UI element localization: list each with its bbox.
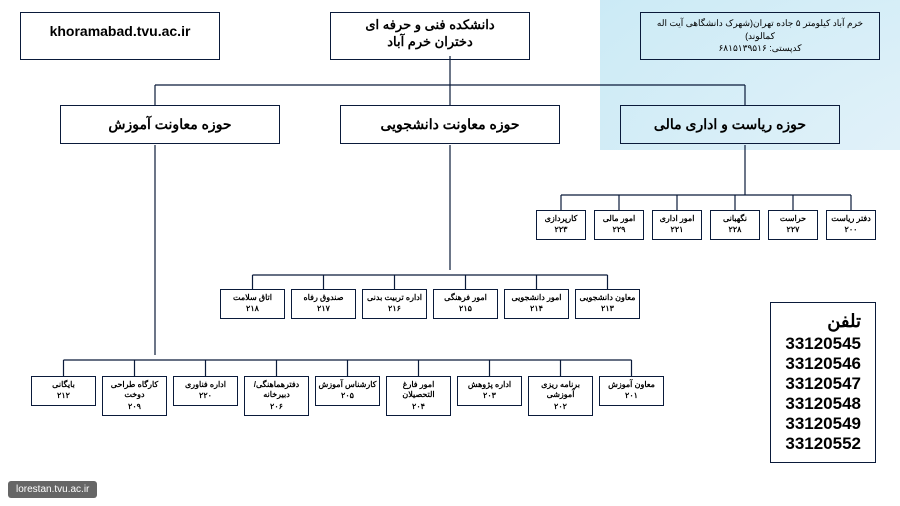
edu-box: کارگاه طراحی دوخت۲۰۹ bbox=[102, 376, 167, 416]
box-label: حراست bbox=[771, 214, 815, 224]
url-text: khoramabad.tvu.ac.ir bbox=[50, 23, 191, 39]
fin-box: نگهبانی۲۲۸ bbox=[710, 210, 760, 240]
phone-number: 33120546 bbox=[785, 354, 861, 374]
url-box: khoramabad.tvu.ac.ir bbox=[20, 12, 220, 60]
box-label: معاون آموزش bbox=[602, 380, 661, 390]
box-ext: ۲۰۶ bbox=[247, 402, 306, 412]
box-label: اتاق سلامت bbox=[223, 293, 282, 303]
box-label: دفتر ریاست bbox=[829, 214, 873, 224]
phone-header: تلفن bbox=[785, 311, 861, 332]
phone-box: تلفن 33120545331205463312054733120548331… bbox=[770, 302, 876, 463]
box-label: کارپردازی bbox=[539, 214, 583, 224]
edu-box: اداره فناوری۲۲۰ bbox=[173, 376, 238, 406]
box-ext: ۲۱۸ bbox=[223, 304, 282, 314]
stu-box: معاون دانشجویی۲۱۳ bbox=[575, 289, 640, 319]
phone-number: 33120545 bbox=[785, 334, 861, 354]
edu-box: دفترهماهنگی/دبیرخانه۲۰۶ bbox=[244, 376, 309, 416]
stu-box: اداره تربیت بدنی۲۱۶ bbox=[362, 289, 427, 319]
box-label: بایگانی bbox=[34, 380, 93, 390]
fin-box: دفتر ریاست۲۰۰ bbox=[826, 210, 876, 240]
box-label: امور فارغ التحصیلان bbox=[389, 380, 448, 401]
box-label: امور فرهنگی bbox=[436, 293, 495, 303]
box-ext: ۲۲۰ bbox=[176, 391, 235, 401]
box-ext: ۲۱۶ bbox=[365, 304, 424, 314]
box-label: معاون دانشجویی bbox=[578, 293, 637, 303]
phone-list: 3312054533120546331205473312054833120549… bbox=[785, 334, 861, 454]
org-title-l2: دختران خرم آباد bbox=[341, 34, 519, 51]
box-label: دفترهماهنگی/دبیرخانه bbox=[247, 380, 306, 401]
box-ext: ۲۰۲ bbox=[531, 402, 590, 412]
departments-row: حوزه ریاست و اداری مالی حوزه معاونت دانش… bbox=[0, 105, 900, 144]
phone-number: 33120552 bbox=[785, 434, 861, 454]
box-ext: ۲۰۳ bbox=[460, 391, 519, 401]
box-label: امور مالی bbox=[597, 214, 641, 224]
phone-number: 33120549 bbox=[785, 414, 861, 434]
dept-financial: حوزه ریاست و اداری مالی bbox=[620, 105, 840, 144]
org-title-l1: دانشکده فنی و حرفه ای bbox=[341, 17, 519, 34]
box-ext: ۲۰۴ bbox=[389, 402, 448, 412]
box-ext: ۲۱۵ bbox=[436, 304, 495, 314]
edu-box: بایگانی۲۱۲ bbox=[31, 376, 96, 406]
box-ext: ۲۲۹ bbox=[597, 225, 641, 235]
stu-box: امور فرهنگی۲۱۵ bbox=[433, 289, 498, 319]
address-box: خرم آباد کیلومتر ۵ جاده تهران(شهرک دانشگ… bbox=[640, 12, 880, 60]
edu-box: اداره پژوهش۲۰۳ bbox=[457, 376, 522, 406]
box-ext: ۲۰۹ bbox=[105, 402, 164, 412]
dept-education: حوزه معاونت آموزش bbox=[60, 105, 280, 144]
dept-student: حوزه معاونت دانشجویی bbox=[340, 105, 560, 144]
box-ext: ۲۰۰ bbox=[829, 225, 873, 235]
box-ext: ۲۰۵ bbox=[318, 391, 377, 401]
org-title-box: دانشکده فنی و حرفه ای دختران خرم آباد bbox=[330, 12, 530, 60]
fin-box: کارپردازی۲۲۳ bbox=[536, 210, 586, 240]
box-label: امور دانشجویی bbox=[507, 293, 566, 303]
box-ext: ۲۱۲ bbox=[34, 391, 93, 401]
address-line1: خرم آباد کیلومتر ۵ جاده تهران(شهرک دانشگ… bbox=[651, 17, 869, 42]
box-ext: ۲۲۱ bbox=[655, 225, 699, 235]
box-label: کارگاه طراحی دوخت bbox=[105, 380, 164, 401]
box-label: امور اداری bbox=[655, 214, 699, 224]
address-line2: کدپستی: ۶۸۱۵۱۳۹۵۱۶ bbox=[651, 42, 869, 55]
box-label: صندوق رفاه bbox=[294, 293, 353, 303]
box-label: نگهبانی bbox=[713, 214, 757, 224]
phone-number: 33120548 bbox=[785, 394, 861, 414]
watermark: lorestan.tvu.ac.ir bbox=[8, 481, 97, 498]
edu-box: کارشناس آموزش۲۰۵ bbox=[315, 376, 380, 406]
box-label: اداره فناوری bbox=[176, 380, 235, 390]
box-ext: ۲۱۷ bbox=[294, 304, 353, 314]
box-label: اداره پژوهش bbox=[460, 380, 519, 390]
edu-box: معاون آموزش۲۰۱ bbox=[599, 376, 664, 406]
box-label: برنامه ریزی آموزشی bbox=[531, 380, 590, 401]
stu-box: صندوق رفاه۲۱۷ bbox=[291, 289, 356, 319]
box-label: کارشناس آموزش bbox=[318, 380, 377, 390]
box-ext: ۲۲۸ bbox=[713, 225, 757, 235]
box-label: اداره تربیت بدنی bbox=[365, 293, 424, 303]
box-ext: ۲۰۱ bbox=[602, 391, 661, 401]
fin-box: امور اداری۲۲۱ bbox=[652, 210, 702, 240]
fin-box: امور مالی۲۲۹ bbox=[594, 210, 644, 240]
stu-box: اتاق سلامت۲۱۸ bbox=[220, 289, 285, 319]
box-ext: ۲۲۳ bbox=[539, 225, 583, 235]
box-ext: ۲۱۳ bbox=[578, 304, 637, 314]
box-ext: ۲۱۴ bbox=[507, 304, 566, 314]
edu-box: امور فارغ التحصیلان۲۰۴ bbox=[386, 376, 451, 416]
phone-number: 33120547 bbox=[785, 374, 861, 394]
edu-box: برنامه ریزی آموزشی۲۰۲ bbox=[528, 376, 593, 416]
stu-box: امور دانشجویی۲۱۴ bbox=[504, 289, 569, 319]
header-row: خرم آباد کیلومتر ۵ جاده تهران(شهرک دانشگ… bbox=[0, 12, 900, 60]
fin-box: حراست۲۲۷ bbox=[768, 210, 818, 240]
box-ext: ۲۲۷ bbox=[771, 225, 815, 235]
